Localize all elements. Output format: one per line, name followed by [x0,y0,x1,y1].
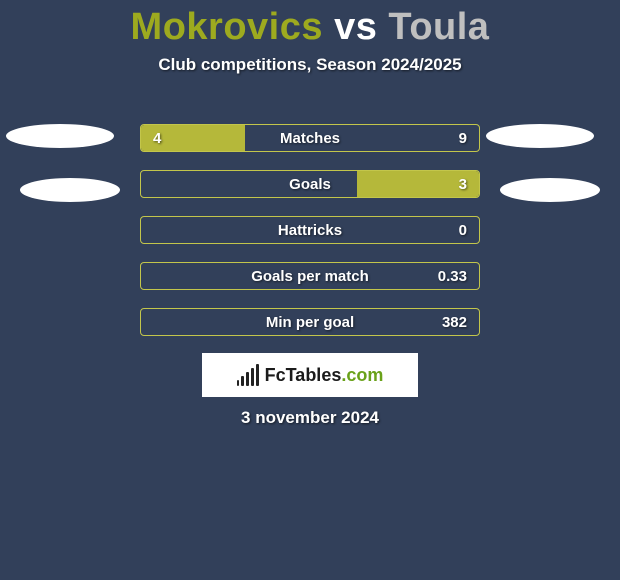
page-title: Mokrovics vs Toula [0,0,620,49]
stat-label: Goals [141,171,479,198]
brand-domain: .com [341,365,383,385]
bar-chart-icon [237,364,259,386]
stat-label: Hattricks [141,217,479,244]
stat-label: Matches [141,125,479,152]
stat-row: 4Matches9 [140,124,480,152]
stat-rows: 4Matches9 Goals3 Hattricks0 Goals per match… [140,124,480,354]
stat-value-right: 0.33 [438,263,467,290]
stat-label: Min per goal [141,309,479,336]
stat-row: Min per goal382 [140,308,480,336]
brand-name: FcTables [265,365,342,385]
stat-value-right: 9 [459,125,467,152]
vs-text: vs [334,6,377,48]
brand-text: FcTables.com [265,365,384,386]
brand-badge: FcTables.com [202,353,418,397]
player2-name: Toula [388,6,489,48]
date-text: 3 november 2024 [0,408,620,428]
stat-value-right: 3 [459,171,467,198]
stat-row: Hattricks0 [140,216,480,244]
stat-row: Goals3 [140,170,480,198]
decor-ellipse-right-1 [486,124,594,148]
decor-ellipse-left-1 [6,124,114,148]
decor-ellipse-left-2 [20,178,120,202]
stat-value-right: 382 [442,309,467,336]
stat-row: Goals per match0.33 [140,262,480,290]
player1-name: Mokrovics [131,6,323,48]
stat-value-right: 0 [459,217,467,244]
decor-ellipse-right-2 [500,178,600,202]
stat-label: Goals per match [141,263,479,290]
subtitle: Club competitions, Season 2024/2025 [0,55,620,75]
